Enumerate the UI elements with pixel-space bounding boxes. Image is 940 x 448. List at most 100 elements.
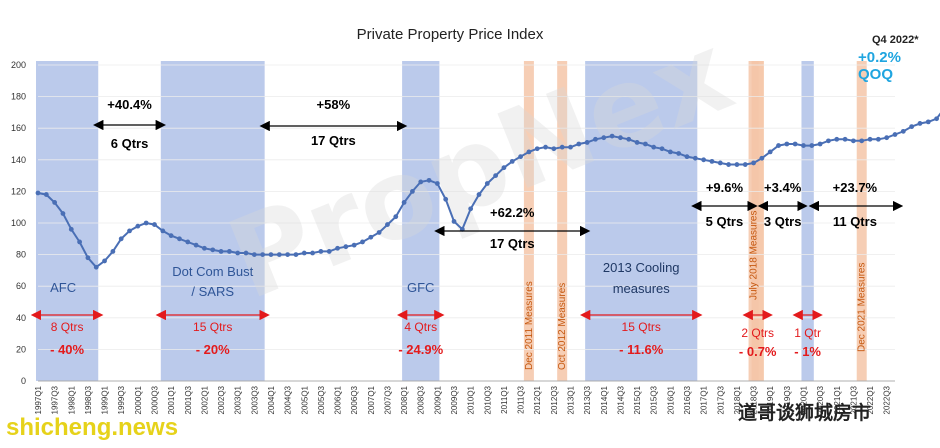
- period-name-1b: / SARS: [191, 284, 234, 299]
- shaded-period-2: [402, 61, 440, 381]
- data-point-33: [310, 250, 315, 256]
- x-tick-label-30: 2012Q1: [533, 385, 542, 414]
- rise-pct-3: +9.6%: [706, 180, 744, 195]
- x-tick-label-24: 2009Q1: [433, 385, 442, 414]
- data-point-107: [925, 119, 931, 125]
- shaded-period-5: [801, 61, 814, 381]
- data-point-40: [368, 234, 374, 240]
- price-index-series: [35, 112, 940, 270]
- x-tick-label-34: 2014Q1: [600, 385, 609, 414]
- shaded-period-3: [585, 61, 698, 381]
- x-tick-label-10: 2002Q1: [200, 385, 209, 414]
- data-point-78: [684, 154, 690, 160]
- rise-qtrs-2: 17 Qtrs: [490, 236, 535, 251]
- data-point-103: [892, 132, 898, 137]
- decline-qtrs-3: 15 Qtrs: [622, 320, 661, 334]
- x-tick-label-26: 2010Q1: [467, 385, 476, 414]
- data-point-49: [443, 196, 449, 202]
- data-point-4: [68, 226, 74, 232]
- decline-pct-0: - 40%: [50, 342, 84, 357]
- data-point-106: [917, 121, 923, 126]
- decline-pct-1: - 20%: [196, 342, 230, 357]
- data-point-89: [776, 143, 781, 148]
- data-point-108: [934, 116, 940, 122]
- annotations: AFC Dot Com Bust / SARS GFC 2013 Cooling meas…: [30, 97, 904, 370]
- data-point-52: [468, 206, 474, 212]
- measure-bar-0: [523, 61, 534, 381]
- data-point-90: [784, 141, 790, 147]
- rise-pct-5: +23.7%: [833, 180, 878, 195]
- data-point-6: [85, 255, 91, 261]
- data-point-105: [909, 124, 915, 130]
- axes: 0 20 40 60 80 100 120 140 160 180 200 1997Q1 1997Q3 1…: [11, 60, 895, 414]
- y-tick-label-5: 100: [11, 218, 26, 228]
- measure-label-3: Dec 2021 Measures: [857, 263, 868, 353]
- measure-label-2: July 2018 Measures: [749, 211, 760, 301]
- decline-pct-2: - 24.9%: [398, 342, 443, 357]
- y-tick-label-9: 180: [11, 92, 26, 102]
- y-tick-label-0: 0: [21, 376, 26, 386]
- y-tick-label-10: 200: [11, 60, 26, 70]
- data-point-84: [734, 162, 740, 167]
- x-tick-label-41: 2017Q3: [716, 385, 725, 414]
- data-point-24: [235, 250, 241, 256]
- data-point-12: [135, 223, 141, 229]
- data-point-58: [518, 154, 523, 160]
- data-point-18: [185, 239, 191, 245]
- data-point-59: [526, 149, 532, 155]
- data-point-22: [218, 249, 224, 254]
- x-tick-label-2: 1998Q1: [67, 385, 76, 414]
- rise-qtrs-5: 11 Qtrs: [833, 214, 877, 229]
- data-point-92: [801, 143, 806, 148]
- data-point-101: [875, 136, 881, 142]
- data-point-65: [576, 141, 582, 147]
- period-name-3a: 2013 Cooling: [603, 260, 680, 275]
- data-point-102: [884, 135, 890, 141]
- rise-pct-4: +3.4%: [764, 180, 802, 195]
- data-point-67: [593, 136, 598, 142]
- data-point-17: [177, 236, 182, 242]
- x-tick-label-8: 2001Q1: [167, 385, 176, 414]
- data-point-85: [742, 162, 748, 167]
- data-point-70: [618, 135, 623, 141]
- x-tick-label-46: 2020Q1: [799, 385, 808, 414]
- data-point-66: [584, 140, 590, 145]
- y-tick-label-7: 140: [11, 155, 26, 165]
- data-point-71: [626, 136, 632, 142]
- data-point-68: [601, 135, 607, 141]
- rise-qtrs-3: 5 Qtrs: [706, 214, 744, 229]
- data-point-62: [551, 146, 557, 152]
- data-point-9: [110, 249, 116, 254]
- x-tick-label-14: 2004Q1: [267, 385, 276, 414]
- data-point-47: [426, 177, 432, 183]
- decline-pct-4: - 0.7%: [739, 344, 777, 359]
- y-tick-label-8: 160: [11, 123, 26, 133]
- measure-bar-3: [856, 61, 867, 381]
- data-point-32: [301, 250, 307, 256]
- data-point-3: [60, 211, 66, 216]
- data-point-27: [260, 252, 266, 257]
- data-point-20: [202, 245, 207, 251]
- rise-qtrs-0: 6 Qtrs: [111, 136, 149, 151]
- data-point-83: [726, 162, 731, 167]
- footer-watermark: shicheng.news: [6, 414, 179, 441]
- data-point-7: [93, 264, 99, 270]
- measure-label-0: Dec 2011 Measures: [524, 281, 535, 370]
- x-tick-label-22: 2008Q1: [400, 385, 409, 414]
- x-tick-label-21: 2007Q3: [383, 385, 392, 414]
- data-point-45: [410, 189, 415, 194]
- data-point-8: [102, 258, 107, 264]
- data-point-55: [493, 173, 499, 179]
- x-tick-label-19: 2006Q3: [350, 385, 359, 414]
- x-tick-label-33: 2013Q3: [583, 385, 592, 414]
- data-point-69: [609, 133, 615, 139]
- x-tick-label-1: 1997Q3: [51, 385, 60, 414]
- x-tick-label-9: 2001Q3: [184, 385, 193, 414]
- measure-label-1: Oct 2012 Measures: [557, 283, 568, 370]
- x-tick-label-38: 2016Q1: [666, 385, 675, 414]
- data-point-94: [817, 141, 823, 147]
- x-tick-label-42: 2018Q1: [733, 385, 742, 414]
- data-point-37: [343, 244, 349, 250]
- data-point-42: [385, 222, 390, 227]
